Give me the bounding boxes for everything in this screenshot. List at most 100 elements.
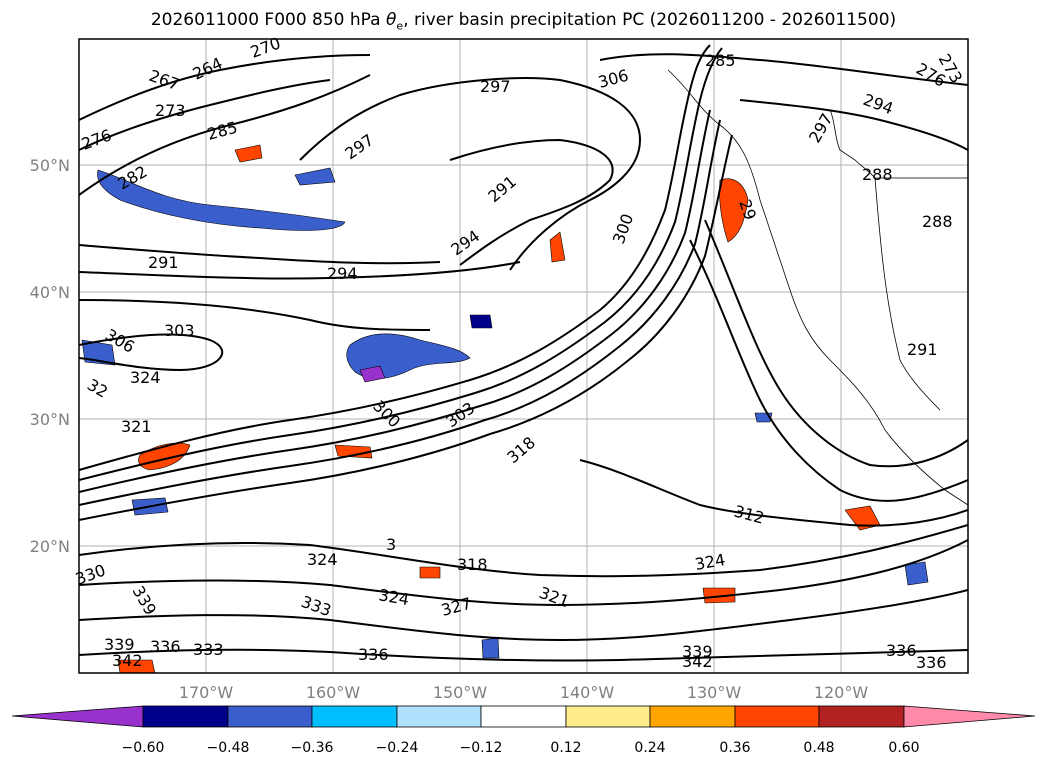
colorbar-tick-label: −0.48 <box>207 740 250 756</box>
contour-label: 285 <box>705 51 736 70</box>
colorbar-swatch <box>396 705 482 728</box>
contour-label: 291 <box>148 253 179 272</box>
contour-label: 336 <box>916 653 947 672</box>
title-theta-symbol: θ <box>386 10 397 30</box>
contour-label: 339 <box>682 642 713 661</box>
positive-anomaly-area <box>419 566 441 579</box>
coastline <box>759 199 968 506</box>
strong-negative-anomaly-area <box>469 314 493 329</box>
contour-label: 342 <box>682 652 713 671</box>
contour-label: 3 <box>386 535 396 554</box>
contour-label: 273 <box>155 101 186 120</box>
colorbar-tick-label: −0.24 <box>376 740 419 756</box>
strong-negative-anomaly-area <box>359 365 386 383</box>
negative-anomaly-area <box>294 167 336 186</box>
colorbar-swatch <box>734 705 820 728</box>
contour-line <box>449 138 614 266</box>
positive-anomaly-area <box>719 178 749 243</box>
contour-line <box>579 459 968 527</box>
title-suffix: , river basin precipitation PC (20260112… <box>403 10 897 30</box>
colorbar-swatch <box>311 705 398 728</box>
positive-anomaly-area <box>334 444 373 459</box>
contour-label: 336 <box>150 637 181 656</box>
longitude-labels: 170°W 160°W 150°W 140°W 130°W 120°W <box>179 683 869 702</box>
lat-label-30n: 30°N <box>30 410 70 429</box>
lon-label-140w: 140°W <box>560 683 615 702</box>
colorbar-tick-label: 0.12 <box>550 740 581 756</box>
title-prefix: 2026011000 F000 850 hPa <box>150 10 386 30</box>
contour-label: 288 <box>862 165 893 184</box>
lon-label-160w: 160°W <box>306 683 361 702</box>
contour-line <box>79 74 371 196</box>
contour-line <box>79 261 521 280</box>
map-frame <box>78 38 969 674</box>
positive-anomaly-area <box>549 231 566 263</box>
colorbar <box>11 705 1036 728</box>
contour-line <box>79 524 968 578</box>
colorbar-extend-low <box>11 705 144 728</box>
map-background <box>79 39 968 673</box>
contour-line <box>79 244 441 265</box>
lon-label-130w: 130°W <box>687 683 742 702</box>
colorbar-tick-label: 0.48 <box>803 740 834 756</box>
contour-line <box>79 79 331 151</box>
colorbar-swatch <box>818 705 905 728</box>
colorbar-swatch <box>480 705 567 728</box>
contour-line <box>79 299 431 331</box>
map-title: 2026011000 F000 850 hPa θe, river basin … <box>0 10 1047 32</box>
colorbar-tick-label: 0.24 <box>634 740 665 756</box>
colorbar-tick-label: −0.36 <box>291 740 334 756</box>
contour-line <box>704 219 968 468</box>
latitude-labels: 50°N 40°N 30°N 20°N <box>30 156 70 556</box>
contour-label: 291 <box>907 340 938 359</box>
border-line <box>874 177 941 411</box>
colorbar-swatch <box>227 705 313 728</box>
contour-line <box>299 77 642 271</box>
colorbar-tick-labels: −0.60 −0.48 −0.36 −0.24 −0.12 0.12 0.24 … <box>122 740 920 756</box>
contour-label: 318 <box>457 555 488 574</box>
positive-anomaly-area <box>234 144 263 163</box>
contour-line <box>739 99 968 151</box>
contour-line <box>599 53 968 86</box>
contour-line <box>79 44 711 471</box>
contour-label: 288 <box>922 212 953 231</box>
contour-line <box>79 54 371 121</box>
contour-line <box>79 119 721 506</box>
contour-label: 339 <box>104 635 135 654</box>
theta-e-contours <box>79 44 968 662</box>
colorbar-tick-label: 0.36 <box>719 740 750 756</box>
contour-line <box>79 589 968 642</box>
coastlines <box>667 69 968 506</box>
colorbar-swatch <box>142 705 229 728</box>
contour-label: 336 <box>886 641 917 660</box>
colorbar-swatch <box>565 705 651 728</box>
contour-label: 297 <box>480 77 511 96</box>
contour-label: 321 <box>121 417 152 436</box>
colorbar-extend-high <box>903 705 1036 728</box>
negative-anomaly-area <box>481 637 500 659</box>
contour-line <box>79 648 968 662</box>
contour-label: 324 <box>130 368 161 387</box>
colorbar-tick-label: 0.60 <box>888 740 919 756</box>
contour-line <box>79 47 723 481</box>
contour-line <box>79 539 968 607</box>
negative-anomaly-area <box>97 169 346 231</box>
contour-label: 333 <box>193 640 224 659</box>
lat-label-50n: 50°N <box>30 156 70 175</box>
title-theta-subscript: e <box>396 19 404 33</box>
contour-line <box>79 333 224 372</box>
contour-label: 294 <box>327 264 358 283</box>
map-panel <box>79 39 968 673</box>
contour-line <box>689 239 968 502</box>
lon-label-120w: 120°W <box>814 683 869 702</box>
colorbar-tick-label: −0.60 <box>122 740 165 756</box>
lon-label-150w: 150°W <box>433 683 488 702</box>
contour-line <box>79 134 733 521</box>
contour-line <box>79 109 711 493</box>
border-line <box>829 109 968 179</box>
contour-label: 342 <box>112 651 143 670</box>
lat-label-20n: 20°N <box>30 537 70 556</box>
colorbar-tick-label: −0.12 <box>460 740 503 756</box>
negative-anomaly-area <box>904 561 929 586</box>
